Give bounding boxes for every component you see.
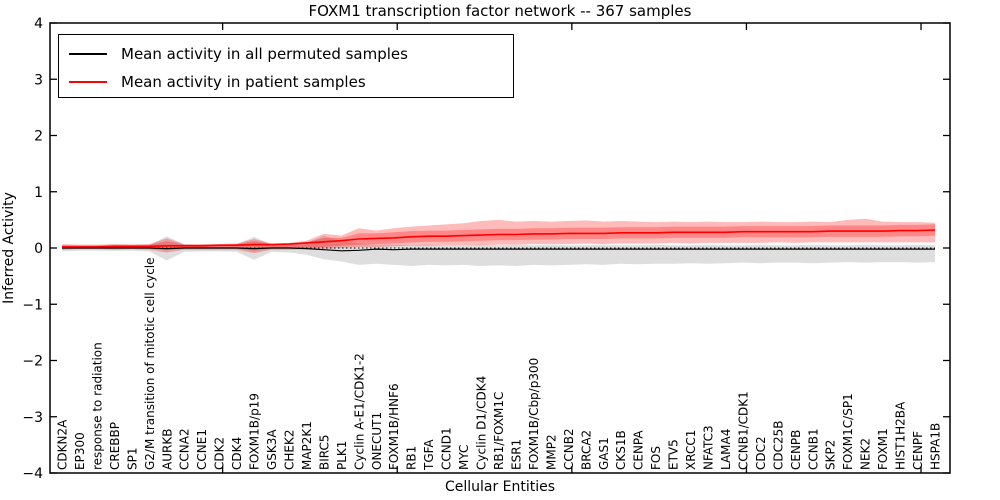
x-category-label: NEK2 xyxy=(859,438,873,470)
x-category-label: AURKB xyxy=(160,429,174,470)
x-category-label: CCNB1 xyxy=(806,428,820,470)
y-tick-label: 1 xyxy=(34,185,43,201)
x-category-label: GAS1 xyxy=(597,437,611,470)
x-category-label: Cyclin A-E1/CDK1-2 xyxy=(352,353,366,470)
x-category-label: HIST1H2BA xyxy=(894,401,908,470)
x-category-label: G2/M transition of mitotic cell cycle xyxy=(143,257,157,470)
x-category-label: CCND1 xyxy=(440,427,454,470)
x-category-label: CCNE1 xyxy=(195,429,209,470)
legend-line-permuted xyxy=(69,53,107,55)
y-tick-label: 3 xyxy=(34,72,43,88)
x-category-label: response to radiation xyxy=(90,342,104,470)
legend-line-patient xyxy=(69,81,107,83)
x-category-label: RB1 xyxy=(405,446,419,470)
x-category-label: LAMA4 xyxy=(719,429,733,470)
x-category-label: HSPA1B xyxy=(929,423,943,470)
x-category-label: CCNB2 xyxy=(562,428,576,470)
x-category-label: NFATC3 xyxy=(702,425,716,470)
x-category-label: CCNA2 xyxy=(178,428,192,470)
x-category-label: Cyclin D1/CDK4 xyxy=(475,376,489,470)
y-axis-label: Inferred Activity xyxy=(1,192,17,304)
x-category-label: EP300 xyxy=(73,432,87,470)
x-category-label: BRCA2 xyxy=(579,430,593,470)
x-category-label: MMP2 xyxy=(544,434,558,470)
x-category-label: CENPB xyxy=(789,430,803,470)
x-category-label: FOXM1C/SP1 xyxy=(841,393,855,470)
x-category-label: XRCC1 xyxy=(684,430,698,470)
y-tick-label: −3 xyxy=(22,410,43,426)
x-category-label: BIRC5 xyxy=(317,434,331,470)
x-axis-label: Cellular Entities xyxy=(444,479,556,495)
x-category-label: SKP2 xyxy=(824,440,838,470)
y-tick-label: 0 xyxy=(34,241,43,257)
y-tick-label: −1 xyxy=(22,297,43,313)
x-category-label: ESR1 xyxy=(510,439,524,470)
x-category-label: FOXM1B/Cbp/p300 xyxy=(527,358,541,470)
y-tick-label: 2 xyxy=(34,129,43,145)
x-category-label: ONECUT1 xyxy=(370,412,384,470)
x-category-label: CDK4 xyxy=(230,437,244,470)
x-category-label: CENPF xyxy=(911,431,925,470)
x-category-label: PLK1 xyxy=(335,441,349,470)
permuted-range-band xyxy=(62,235,935,266)
x-category-label: CCNB1/CDK1 xyxy=(736,391,750,470)
chart-title: FOXM1 transcription factor network -- 36… xyxy=(308,2,692,20)
y-tick-label: −4 xyxy=(22,466,43,482)
x-category-label: SP1 xyxy=(125,448,139,471)
y-tick-label: 4 xyxy=(34,16,43,32)
x-category-label: FOXM1B/HNF6 xyxy=(387,383,401,470)
x-category-label: MAP2K1 xyxy=(300,421,314,470)
permuted-mean-line xyxy=(62,247,935,252)
x-category-label: FOXM1B/p19 xyxy=(248,393,262,470)
x-category-label: CKS1B xyxy=(614,430,628,470)
x-category-label: CHEK2 xyxy=(283,430,297,471)
x-category-label: FOXM1 xyxy=(876,428,890,470)
legend-item-label: Mean activity in patient samples xyxy=(121,73,366,91)
legend-item: Mean activity in patient samples xyxy=(69,69,513,95)
x-category-label: CDC2 xyxy=(754,436,768,470)
y-tick-label: −2 xyxy=(22,354,43,370)
x-category-label: CDKN2A xyxy=(56,419,70,470)
x-category-label: MYC xyxy=(457,445,471,470)
x-category-label: GSK3A xyxy=(265,429,279,470)
x-category-label: RB1/FOXM1C xyxy=(492,392,506,470)
legend: Mean activity in all permuted samples Me… xyxy=(58,34,514,98)
legend-item: Mean activity in all permuted samples xyxy=(69,41,513,67)
x-category-label: CDC25B xyxy=(771,421,785,471)
x-category-label: FOS xyxy=(649,446,663,470)
x-category-label: CDK2 xyxy=(213,437,227,470)
x-category-label: CREBBP xyxy=(108,422,122,470)
x-category-label: ETV5 xyxy=(667,439,681,470)
x-category-label: CENPA xyxy=(632,430,646,470)
patient-mean-line xyxy=(62,229,936,248)
x-category-label: TGFA xyxy=(422,439,436,471)
legend-item-label: Mean activity in all permuted samples xyxy=(121,45,408,63)
